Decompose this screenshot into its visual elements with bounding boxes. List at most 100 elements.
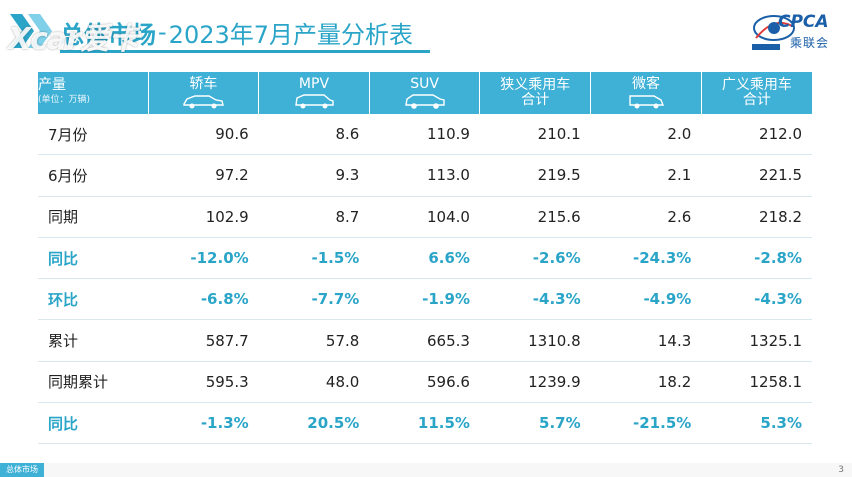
table-cell: -21.5%: [590, 402, 702, 445]
mpv-icon: [295, 94, 334, 109]
unit-label: (单位：万辆): [38, 95, 91, 105]
footer-bar: [0, 463, 852, 477]
table-cell: -2.8%: [701, 237, 812, 280]
suv-icon: [404, 94, 445, 109]
row-label: 累计: [38, 319, 148, 362]
table-row: 7月份 90.6 8.6 110.9 210.1 2.0 212.0: [38, 114, 812, 156]
table-cell: 1239.9: [479, 361, 591, 404]
table-cell: 18.2: [590, 361, 702, 404]
column-label: 微客: [631, 76, 660, 92]
column-header-narrow-total: 狭义乘用车 合计: [479, 72, 592, 114]
table-cell: -1.5%: [258, 237, 370, 280]
table-cell: 11.5%: [369, 402, 480, 445]
title-section: 总体市场: [60, 20, 156, 49]
xcar-watermark-logo: Xcar爱卡: [8, 22, 139, 57]
table-cell: 97.2: [148, 154, 259, 197]
table-body: 7月份 90.6 8.6 110.9 210.1 2.0 212.0 6月份 97.2 9.3 11…: [38, 114, 812, 445]
corner-header: 产量 (单位：万辆): [38, 72, 149, 114]
table-cell: 113.0: [369, 154, 480, 197]
table-cell: 595.3: [148, 361, 259, 404]
footer-tab[interactable]: [56, 463, 106, 477]
footer-tab[interactable]: [176, 463, 226, 477]
table-cell: 20.5%: [258, 402, 370, 445]
page-title: 总体市场 - 2023年7月产量分析表: [60, 14, 413, 50]
table-cell: -1.3%: [148, 402, 259, 445]
table-cell: 221.5: [701, 154, 812, 197]
page-number: 3: [838, 465, 844, 475]
column-label: MPV: [298, 76, 330, 92]
slide-header: 总体市场 - 2023年7月产量分析表 Xcar爱卡 CPCA 乘联会: [0, 0, 852, 58]
title-underline: [60, 50, 430, 53]
column-header-minivan: 微客: [590, 72, 702, 114]
footer-tab-active[interactable]: 总体市场: [0, 463, 44, 477]
cpca-logo-text: CPCA: [778, 12, 829, 32]
row-label: 同比: [38, 237, 148, 280]
table-cell: 215.6: [479, 196, 591, 238]
table-cell: -12.0%: [148, 237, 259, 280]
row-label: 7月份: [38, 114, 148, 156]
table-cell: 665.3: [369, 319, 480, 362]
table-cell: -4.9%: [590, 278, 702, 321]
table-cell: 1258.1: [701, 361, 812, 404]
table-cell: 102.9: [148, 196, 259, 238]
row-label: 同期: [38, 196, 148, 238]
cpca-org-name: 乘联会: [790, 36, 830, 50]
minivan-icon: [629, 95, 664, 109]
row-label: 环比: [38, 278, 148, 321]
table-cell: 57.8: [258, 319, 370, 362]
column-header-broad-total: 广义乘用车 合计: [701, 72, 812, 114]
table-cell: 218.2: [701, 196, 812, 238]
table-cell: 210.1: [479, 114, 591, 156]
table-cell: -2.6%: [479, 237, 591, 280]
table-cell: 104.0: [369, 196, 480, 238]
column-header-sedan: 轿车: [148, 72, 260, 114]
table-cell: 9.3: [258, 154, 370, 197]
table-cell: -7.7%: [258, 278, 370, 321]
table-cell: 1325.1: [701, 319, 812, 362]
table-row: 环比 -6.8% -7.7% -1.9% -4.3% -4.9% -4.3%: [38, 278, 812, 321]
chevron-icon: [10, 14, 52, 48]
title-separator: -: [158, 18, 167, 46]
column-label: 轿车: [189, 76, 218, 92]
table-cell: 6.6%: [369, 237, 480, 280]
row-label: 同期累计: [38, 361, 148, 404]
table-cell: 212.0: [701, 114, 812, 156]
table-cell: 596.6: [369, 361, 480, 404]
corner-label: 产量: [38, 77, 66, 93]
table-row: 同比 -1.3% 20.5% 11.5% 5.7% -21.5% 5.3%: [38, 402, 812, 445]
table-cell: 1310.8: [479, 319, 591, 362]
table-cell: 14.3: [590, 319, 702, 362]
table-cell: 2.0: [590, 114, 702, 156]
table-cell: 110.9: [369, 114, 480, 156]
table-cell: -1.9%: [369, 278, 480, 321]
column-header-mpv: MPV: [258, 72, 370, 114]
production-table: 产量 (单位：万辆) 轿车 MPV: [38, 72, 812, 445]
table-header-row: 产量 (单位：万辆) 轿车 MPV: [38, 72, 812, 114]
row-label: 同比: [38, 402, 148, 445]
table-row: 6月份 97.2 9.3 113.0 219.5 2.1 221.5: [38, 154, 812, 197]
row-label: 6月份: [38, 154, 148, 197]
table-row: 同期累计 595.3 48.0 596.6 1239.9 18.2 1258.1: [38, 361, 812, 404]
table-cell: -4.3%: [701, 278, 812, 321]
column-label-line2: 合计: [742, 92, 771, 108]
column-header-suv: SUV: [369, 72, 481, 114]
table-cell: 90.6: [148, 114, 259, 156]
table-cell: 5.3%: [701, 402, 812, 445]
column-label: 广义乘用车: [721, 77, 792, 93]
title-text: 2023年7月产量分析表: [168, 20, 414, 49]
table-cell: 8.6: [258, 114, 370, 156]
table-cell: -6.8%: [148, 278, 259, 321]
column-label: 狭义乘用车: [500, 77, 571, 93]
table-cell: 5.7%: [479, 402, 591, 445]
table-cell: 587.7: [148, 319, 259, 362]
footer-tab[interactable]: [116, 463, 166, 477]
table-cell: -4.3%: [479, 278, 591, 321]
cpca-logo-icon: [752, 15, 795, 50]
table-row: 累计 587.7 57.8 665.3 1310.8 14.3 1325.1: [38, 319, 812, 362]
table-cell: 8.7: [258, 196, 370, 238]
table-cell: 219.5: [479, 154, 591, 197]
table-row: 同比 -12.0% -1.5% 6.6% -2.6% -24.3% -2.8%: [38, 237, 812, 280]
column-label: SUV: [410, 76, 439, 92]
table-cell: -24.3%: [590, 237, 702, 280]
sedan-icon: [183, 95, 225, 109]
